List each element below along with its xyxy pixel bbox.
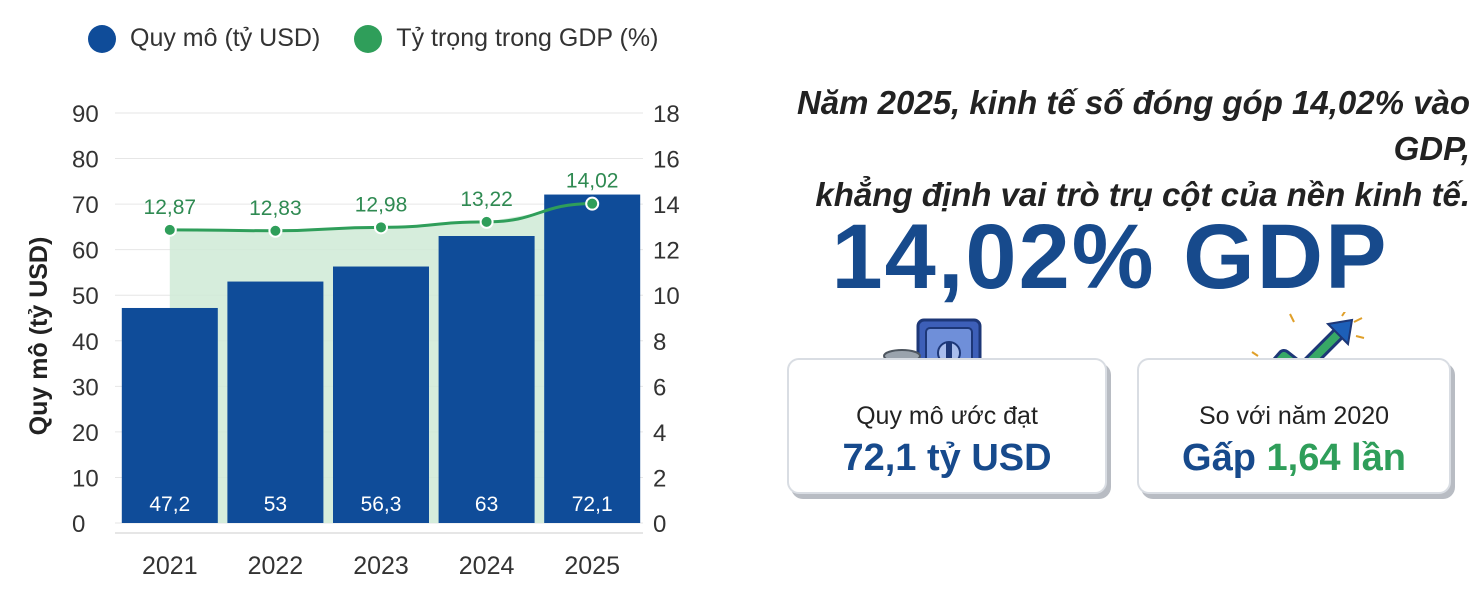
legend-item-line: Tỷ trọng trong GDP (%) (354, 24, 658, 53)
bar-value-label: 63 (475, 493, 498, 516)
card-growth-prefix: Gấp (1182, 437, 1267, 479)
y-tick-label: 80 (72, 147, 99, 174)
y2-tick-label: 0 (653, 511, 666, 538)
y-tick-label: 0 (72, 511, 85, 538)
y2-tick-label: 8 (653, 329, 666, 356)
card-scale-value: 72,1 tỷ USD (842, 437, 1052, 479)
legend: Quy mô (tỷ USD) Tỷ trọng trong GDP (%) (88, 24, 692, 53)
y2-tick-label: 12 (653, 238, 680, 265)
bar-2022 (227, 281, 324, 523)
card-growth-value: Gấp 1,64 lần (1139, 437, 1449, 480)
y-tick-label: 30 (72, 374, 99, 401)
bar-2023 (333, 266, 429, 523)
y2-tick-label: 4 (653, 420, 666, 447)
bar-value-label: 56,3 (361, 493, 402, 516)
line-point-2025 (585, 196, 600, 211)
headline: Năm 2025, kinh tế số đóng góp 14,02% vào… (720, 80, 1470, 218)
legend-line-label: Tỷ trọng trong GDP (%) (396, 24, 659, 52)
line-point-2023 (374, 220, 388, 235)
legend-item-bar: Quy mô (tỷ USD) (88, 24, 320, 53)
legend-bar-swatch (88, 24, 116, 53)
y-axis-title: Quy mô (tỷ USD) (25, 237, 53, 436)
line-point-2022 (268, 223, 283, 238)
y2-tick-label: 6 (653, 374, 666, 401)
line-point-2021 (162, 222, 177, 237)
combo-chart: 0 10 20 30 40 50 60 70 80 90 0 2 4 6 8 10 12 14 16 18 Quy mô… (25, 101, 680, 580)
big-stat: 14,02% GDP (831, 206, 1389, 308)
x-tick-label: 2022 (248, 552, 304, 580)
line-value-label: 12,87 (144, 196, 197, 219)
headline-line-2: khẳng định vai trò trụ cột của nền kinh … (815, 176, 1470, 213)
y2-tick-label: 2 (653, 465, 666, 492)
card-scale-label: Quy mô ước đạt (856, 402, 1038, 430)
y-tick-label: 90 (72, 101, 99, 128)
y-tick-label: 20 (72, 420, 99, 447)
y-tick-label: 50 (72, 283, 99, 310)
y2-tick-label: 14 (653, 192, 680, 219)
bar-2021 (121, 307, 218, 523)
y-tick-label: 60 (72, 238, 99, 265)
line-value-label: 12,83 (249, 197, 302, 220)
bar-2024 (438, 236, 535, 523)
headline-line-1: Năm 2025, kinh tế số đóng góp 14,02% vào… (796, 84, 1470, 167)
line-value-label: 12,98 (355, 193, 408, 216)
x-tick-label: 2025 (564, 552, 620, 580)
y2-tick-label: 10 (653, 283, 680, 310)
bar-value-label: 53 (264, 493, 287, 516)
line-value-label: 13,22 (460, 188, 513, 211)
y-tick-label: 40 (72, 329, 99, 356)
card-growth-label: So với năm 2020 (1198, 402, 1390, 430)
card-scale: Quy mô ước đạt 72,1 tỷ USD (787, 358, 1107, 494)
bar-2025 (544, 194, 641, 524)
x-tick-label: 2021 (142, 552, 198, 580)
line-point-2024 (479, 214, 494, 229)
legend-line-swatch (354, 24, 383, 53)
bar-value-label: 47,2 (149, 493, 190, 516)
legend-bar-label: Quy mô (tỷ USD) (130, 24, 321, 52)
y-tick-label: 10 (72, 465, 99, 492)
line-value-label: 14,02 (566, 170, 619, 193)
y-tick-label: 70 (72, 192, 99, 219)
y2-tick-label: 18 (653, 101, 680, 128)
x-tick-label: 2023 (353, 552, 409, 580)
bar-value-label: 72,1 (572, 493, 613, 516)
card-growth-number: 1,64 lần (1266, 437, 1406, 479)
x-tick-label: 2024 (459, 552, 515, 580)
y2-tick-label: 16 (653, 147, 680, 174)
card-growth: So với năm 2020 Gấp 1,64 lần (1137, 358, 1451, 494)
